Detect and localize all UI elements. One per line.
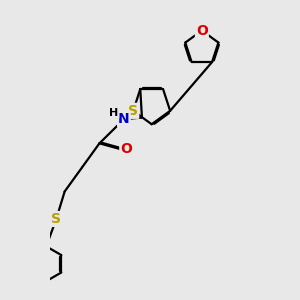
Text: S: S — [128, 104, 138, 118]
Text: H: H — [109, 108, 119, 118]
Text: O: O — [120, 142, 132, 156]
Text: N: N — [118, 112, 130, 126]
Text: O: O — [196, 23, 208, 38]
Text: S: S — [51, 212, 61, 226]
